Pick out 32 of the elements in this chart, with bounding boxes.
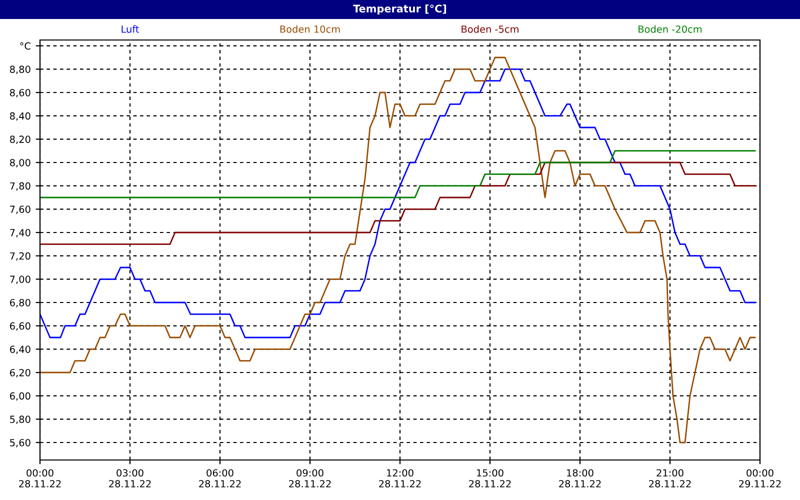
x-tick-label: 09:00 28.11.22 [289, 469, 331, 488]
x-tick-label: 18:00 28.11.22 [559, 469, 601, 488]
y-tick-label: 6,80 [10, 298, 30, 308]
y-tick-label: 8,40 [10, 112, 30, 121]
x-tick-label: 15:00 28.11.22 [469, 469, 511, 488]
text: Boden -5cm [462, 25, 518, 33]
x-tick-label: 00:00 28.11.22 [19, 469, 61, 488]
text: Luft [122, 25, 140, 33]
y-tick-label: 7,40 [10, 228, 30, 238]
y-tick-label: 7,60 [10, 206, 30, 214]
y-tick-label: 8,80 [10, 66, 30, 74]
x-tick-label: 21:00 28.11.22 [649, 469, 691, 488]
chart-title: Temperatur [°C] [353, 4, 446, 15]
y-tick-label: 6,60 [10, 322, 30, 331]
x-tick-label: 06:00 28.11.22 [199, 469, 241, 488]
y-tick-label: 5,60 [10, 438, 30, 448]
y-tick-label: 6,00 [10, 392, 30, 401]
text: Boden 10cm [280, 25, 340, 33]
y-tick-label: 8,20 [10, 136, 30, 144]
y-tick-label: 7,80 [10, 182, 30, 191]
y-tick-label: °C [20, 42, 30, 50]
text: Boden -20cm [638, 25, 702, 33]
y-tick-label: 8,60 [10, 88, 30, 98]
y-tick-label: 6,20 [10, 368, 30, 378]
y-tick-label: 7,00 [10, 276, 30, 284]
y-tick-label: 8,00 [10, 158, 30, 168]
y-tick-label: 6,40 [10, 346, 30, 354]
y-tick-label: 5,80 [10, 416, 30, 424]
x-tick-label: 00:00 29.11.22 [739, 469, 781, 488]
x-tick-label: 03:00 28.11.22 [109, 469, 151, 488]
x-tick-label: 12:00 28.11.22 [379, 469, 421, 488]
y-tick-label: 7,20 [10, 252, 30, 261]
